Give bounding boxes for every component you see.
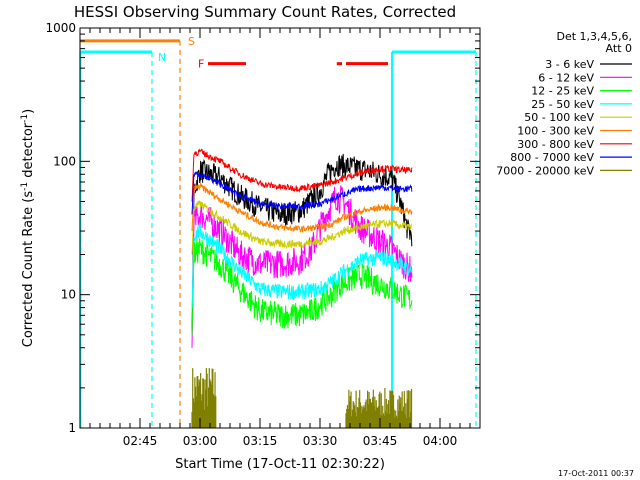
chart-title: HESSI Observing Summary Count Rates, Cor… [74, 3, 456, 21]
y-tick-label: 10 [61, 288, 76, 302]
series-line-2 [191, 185, 413, 348]
legend-label-5: 50 - 100 keV [524, 111, 594, 124]
x-tick-label: 03:45 [363, 434, 398, 448]
x-tick-label: 03:00 [183, 434, 218, 448]
flag-label-n: N [158, 51, 166, 64]
x-tick-label: 03:15 [243, 434, 278, 448]
y-axis-label: Corrected Count Rate (s-1 detector-1) [20, 109, 36, 347]
x-tick-label: 03:30 [303, 434, 338, 448]
legend-header-line-2: Att 0 [606, 42, 632, 55]
series-line-4 [191, 222, 413, 308]
legend-label-8: 800 - 7000 keV [510, 151, 594, 164]
band-2 [345, 387, 413, 428]
flag-label-f: F [198, 58, 204, 71]
series-line-7 [191, 148, 413, 202]
annotation-layer: S N F [79, 35, 477, 428]
series-layer [191, 148, 413, 428]
axes-layer: 1 10 100 1000 02:45 03:00 03:15 03:30 03:45 04:00 [45, 21, 481, 448]
x-tick-label: 02:45 [123, 434, 158, 448]
legend-label-1: 3 - 6 keV [545, 58, 594, 71]
legend-label-3: 12 - 25 keV [531, 85, 594, 98]
legend-label-9: 7000 - 20000 keV [496, 164, 594, 177]
y-tick-label: 100 [53, 154, 76, 168]
flag-label-s: S [188, 35, 195, 48]
legend-label-2: 6 - 12 keV [538, 71, 594, 84]
legend-label-6: 100 - 300 keV [517, 125, 594, 138]
legend-label-4: 25 - 50 keV [531, 98, 594, 111]
y-tick-label: 1000 [45, 21, 76, 35]
legend-header-line-1: Det 1,3,4,5,6, [556, 30, 632, 43]
y-tick-label: 1 [68, 421, 76, 435]
band-1 [191, 368, 217, 428]
plot-frame [79, 27, 481, 429]
x-tick-label: 04:00 [423, 434, 458, 448]
legend-label-7: 300 - 800 keV [517, 138, 594, 151]
series-line-8 [191, 171, 413, 215]
series-line-5 [191, 200, 412, 255]
x-axis-label: Start Time (17-Oct-11 02:30:22) [175, 457, 385, 472]
series-line-6 [191, 182, 413, 233]
timestamp: 17-Oct-2011 00:37 [558, 469, 634, 478]
series-line-3 [191, 238, 413, 335]
